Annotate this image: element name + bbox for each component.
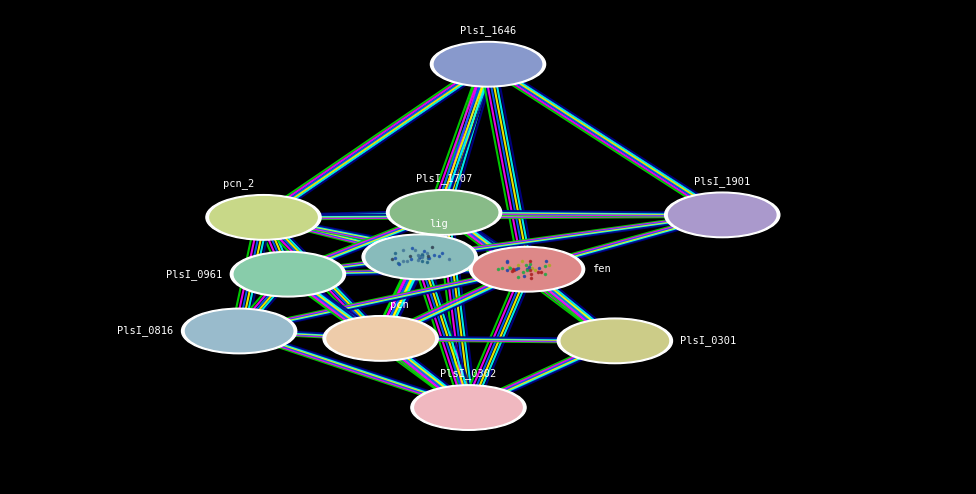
Text: pcn_2: pcn_2 <box>223 178 254 189</box>
Text: PlsI_0302: PlsI_0302 <box>440 369 497 379</box>
Text: PlsI_0301: PlsI_0301 <box>680 335 737 346</box>
Ellipse shape <box>469 247 585 292</box>
Text: PlsI_0816: PlsI_0816 <box>117 326 174 336</box>
Ellipse shape <box>230 251 346 297</box>
Ellipse shape <box>182 308 297 354</box>
Ellipse shape <box>185 310 293 352</box>
Text: fen: fen <box>592 264 611 274</box>
Text: PlsI_1901: PlsI_1901 <box>694 176 751 187</box>
Ellipse shape <box>430 41 546 87</box>
Ellipse shape <box>234 253 342 295</box>
Ellipse shape <box>390 192 498 233</box>
Ellipse shape <box>473 248 581 290</box>
Ellipse shape <box>557 318 672 364</box>
Text: PlsI_1707: PlsI_1707 <box>416 173 472 184</box>
Ellipse shape <box>327 318 434 359</box>
Ellipse shape <box>362 234 477 280</box>
Text: lig: lig <box>429 219 448 229</box>
Text: PlsI_1646: PlsI_1646 <box>460 25 516 36</box>
Ellipse shape <box>561 320 669 362</box>
Ellipse shape <box>434 43 542 85</box>
Ellipse shape <box>665 192 780 238</box>
Ellipse shape <box>386 190 502 235</box>
Ellipse shape <box>323 316 438 361</box>
Ellipse shape <box>206 195 321 240</box>
Ellipse shape <box>210 197 317 238</box>
Ellipse shape <box>415 387 522 428</box>
Text: pcn: pcn <box>390 300 409 310</box>
Ellipse shape <box>366 236 473 278</box>
Ellipse shape <box>411 385 526 430</box>
Text: PlsI_0961: PlsI_0961 <box>166 269 223 280</box>
Ellipse shape <box>669 194 776 236</box>
